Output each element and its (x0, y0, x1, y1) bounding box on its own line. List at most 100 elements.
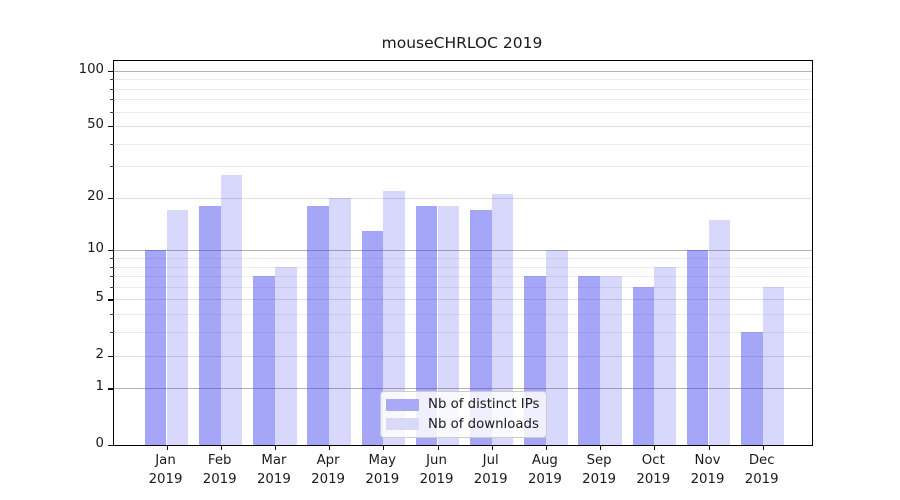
x-tick-mark (545, 444, 548, 450)
y-tick-mark (107, 250, 114, 252)
y-tick-mark (107, 355, 114, 357)
bar-downloads (220, 174, 243, 445)
bar-downloads (383, 190, 405, 445)
x-tick-label: Apr 2019 (296, 451, 360, 489)
x-tick-mark (762, 444, 764, 450)
bar-distinct-ips (307, 206, 330, 445)
x-tick-year: 2019 (256, 472, 291, 487)
y-tick-label: 100 (78, 61, 104, 77)
gridline-minor (113, 332, 812, 334)
gridline-minor (113, 266, 812, 268)
bar-downloads (545, 250, 568, 445)
gridline-minor (113, 79, 812, 81)
gridline-major (113, 355, 812, 357)
x-tick-month: Oct (641, 453, 665, 468)
x-tick-month: Sep (586, 453, 612, 468)
gridline-minor (113, 143, 812, 145)
gridline-minor (113, 276, 812, 278)
legend-swatch-downloads (386, 418, 419, 431)
y-tick-label: 2 (95, 346, 104, 362)
x-tick-year: 2019 (582, 472, 617, 487)
x-tick-year: 2019 (148, 472, 183, 487)
x-tick-month: Aug (531, 453, 558, 468)
bar-distinct-ips (686, 250, 709, 445)
x-tick-month: Jun (426, 453, 447, 468)
bar-distinct-ips (470, 210, 492, 445)
x-tick-mark (437, 444, 439, 450)
y-minor-tick-mark (110, 314, 114, 316)
gridline-minor (113, 286, 812, 288)
gridline-minor (113, 166, 812, 168)
x-tick-mark (329, 444, 331, 450)
x-tick-month: Jan (155, 453, 176, 468)
y-tick-label: 50 (87, 117, 104, 133)
bar-downloads (437, 206, 460, 445)
bar-distinct-ips (199, 206, 221, 445)
legend-entry-distinct-ips: Nb of distinct IPs (386, 397, 546, 412)
y-tick-label: 1 (95, 379, 104, 395)
x-tick-month: Nov (694, 453, 721, 468)
gridline-minor (113, 88, 812, 90)
bar-distinct-ips (253, 276, 275, 445)
plot-area (107, 59, 813, 450)
legend-label-distinct-ips: Nb of distinct IPs (428, 397, 540, 413)
x-tick-year: 2019 (202, 472, 237, 487)
y-minor-tick-mark (110, 88, 114, 90)
y-minor-tick-mark (110, 143, 114, 145)
gridline-minor (113, 99, 812, 101)
x-tick-label: Mar 2019 (242, 451, 306, 489)
bar-distinct-ips (361, 230, 384, 445)
y-tick-mark (107, 197, 114, 200)
y-tick-mark (107, 70, 114, 72)
x-tick-mark (166, 444, 168, 450)
bar-distinct-ips (578, 276, 601, 445)
y-minor-tick-mark (110, 286, 114, 288)
y-minor-tick-mark (110, 332, 114, 334)
x-tick-label: Jul 2019 (459, 451, 523, 489)
bar-downloads (166, 210, 189, 445)
x-tick-month: Dec (748, 453, 775, 468)
bar-downloads (491, 194, 514, 445)
x-tick-month: Apr (316, 453, 340, 468)
bar-downloads (762, 286, 785, 445)
x-tick-label: May 2019 (350, 451, 414, 489)
x-tick-label: Oct 2019 (621, 451, 685, 489)
legend-entry-downloads: Nb of downloads (386, 417, 546, 432)
y-tick-mark (107, 388, 114, 390)
y-minor-tick-mark (110, 166, 114, 168)
y-minor-tick-mark (110, 266, 114, 268)
x-tick-year: 2019 (744, 472, 779, 487)
x-tick-month: Mar (261, 453, 287, 468)
x-tick-month: Feb (207, 453, 232, 468)
gridline-major (113, 250, 812, 252)
x-tick-mark (491, 444, 493, 450)
x-tick-label: Jun 2019 (405, 451, 469, 489)
bar-distinct-ips (741, 332, 763, 445)
y-minor-tick-mark (110, 111, 114, 113)
x-tick-label: Aug 2019 (513, 451, 577, 489)
gridline-major (113, 197, 812, 199)
x-tick-mark (600, 444, 602, 450)
x-tick-year: 2019 (527, 472, 562, 487)
bar-downloads (708, 219, 731, 445)
x-tick-label: Dec 2019 (730, 451, 794, 489)
x-tick-label: Jan 2019 (134, 451, 198, 489)
x-tick-year: 2019 (419, 472, 454, 487)
y-tick-mark (107, 444, 114, 446)
x-tick-year: 2019 (365, 472, 400, 487)
x-tick-label: Nov 2019 (676, 451, 740, 489)
x-tick-year: 2019 (636, 472, 671, 487)
x-tick-mark (708, 444, 710, 450)
gridline-minor (113, 314, 812, 316)
x-tick-mark (274, 444, 277, 450)
y-tick-label: 10 (87, 241, 104, 257)
y-minor-tick-mark (110, 276, 114, 278)
y-tick-label: 5 (95, 290, 104, 306)
y-tick-mark (107, 299, 114, 301)
y-tick-label: 0 (95, 435, 104, 451)
legend-swatch-distinct-ips (386, 398, 419, 411)
x-tick-year: 2019 (690, 472, 725, 487)
x-tick-label: Feb 2019 (188, 451, 252, 489)
x-tick-month: Jul (482, 453, 499, 468)
